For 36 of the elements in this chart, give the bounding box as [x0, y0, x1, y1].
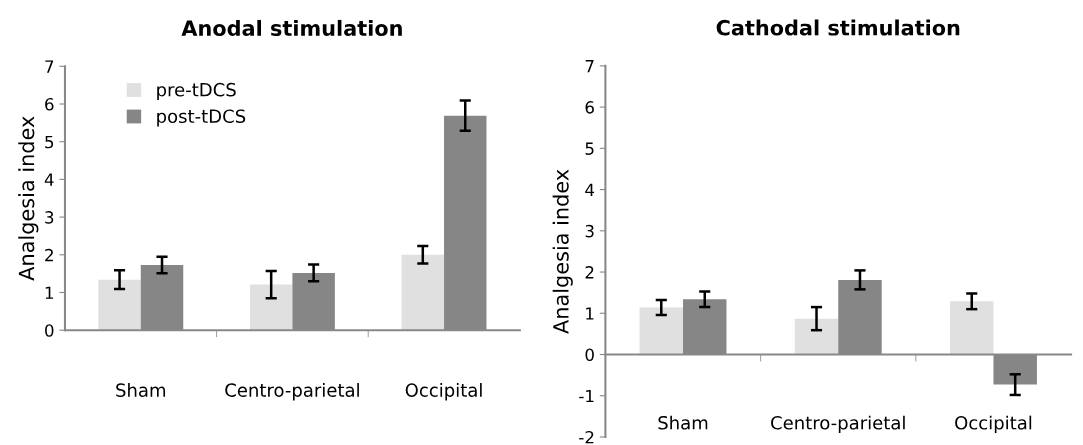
- chart-title: Anodal stimulation: [181, 19, 402, 37]
- y-axis-title: Analgesia index: [552, 169, 573, 334]
- y-tick-label: -1: [579, 389, 594, 403]
- y-axis-title: Analgesia index: [18, 116, 39, 281]
- x-tick-label: Sham: [116, 382, 166, 397]
- y-tick-label: 0: [45, 324, 54, 337]
- x-tick-label: Occipital: [955, 415, 1032, 434]
- y-tick-label: 7: [45, 60, 54, 73]
- y-tick-label: 2: [45, 248, 53, 262]
- x-tick-label: Occipital: [405, 382, 482, 401]
- y-tick-label: 5: [45, 135, 54, 149]
- y-tick-label: 4: [44, 173, 54, 186]
- x-tick-label: Sham: [658, 415, 708, 430]
- chart-title: Cathodal stimulation: [716, 19, 960, 36]
- y-tick-label: 6: [585, 101, 594, 114]
- legend-label: pre-tDCS: [157, 82, 236, 101]
- bar: [401, 254, 445, 331]
- x-tick-label: Centro-parietal: [225, 382, 359, 401]
- bar: [98, 279, 141, 331]
- y-tick-label: 5: [585, 142, 594, 155]
- y-tick-label: 1: [45, 286, 54, 299]
- y-tick-label: 7: [585, 60, 594, 73]
- y-tick-label: 3: [45, 211, 54, 224]
- x-tick-label: Centro-parietal: [771, 415, 905, 434]
- y-tick-label: 4: [585, 183, 595, 196]
- y-tick-label: 1: [586, 307, 594, 320]
- bar: [249, 284, 293, 331]
- y-tick-label: -2: [579, 430, 594, 444]
- y-tick-label: 3: [585, 224, 594, 238]
- legend-label: post-tDCS: [157, 109, 246, 127]
- bar: [950, 301, 994, 355]
- y-tick-label: 6: [45, 97, 54, 111]
- y-tick-label: 2: [585, 266, 594, 279]
- y-tick-label: 0: [585, 348, 594, 362]
- bar: [639, 307, 684, 355]
- bar: [794, 318, 839, 355]
